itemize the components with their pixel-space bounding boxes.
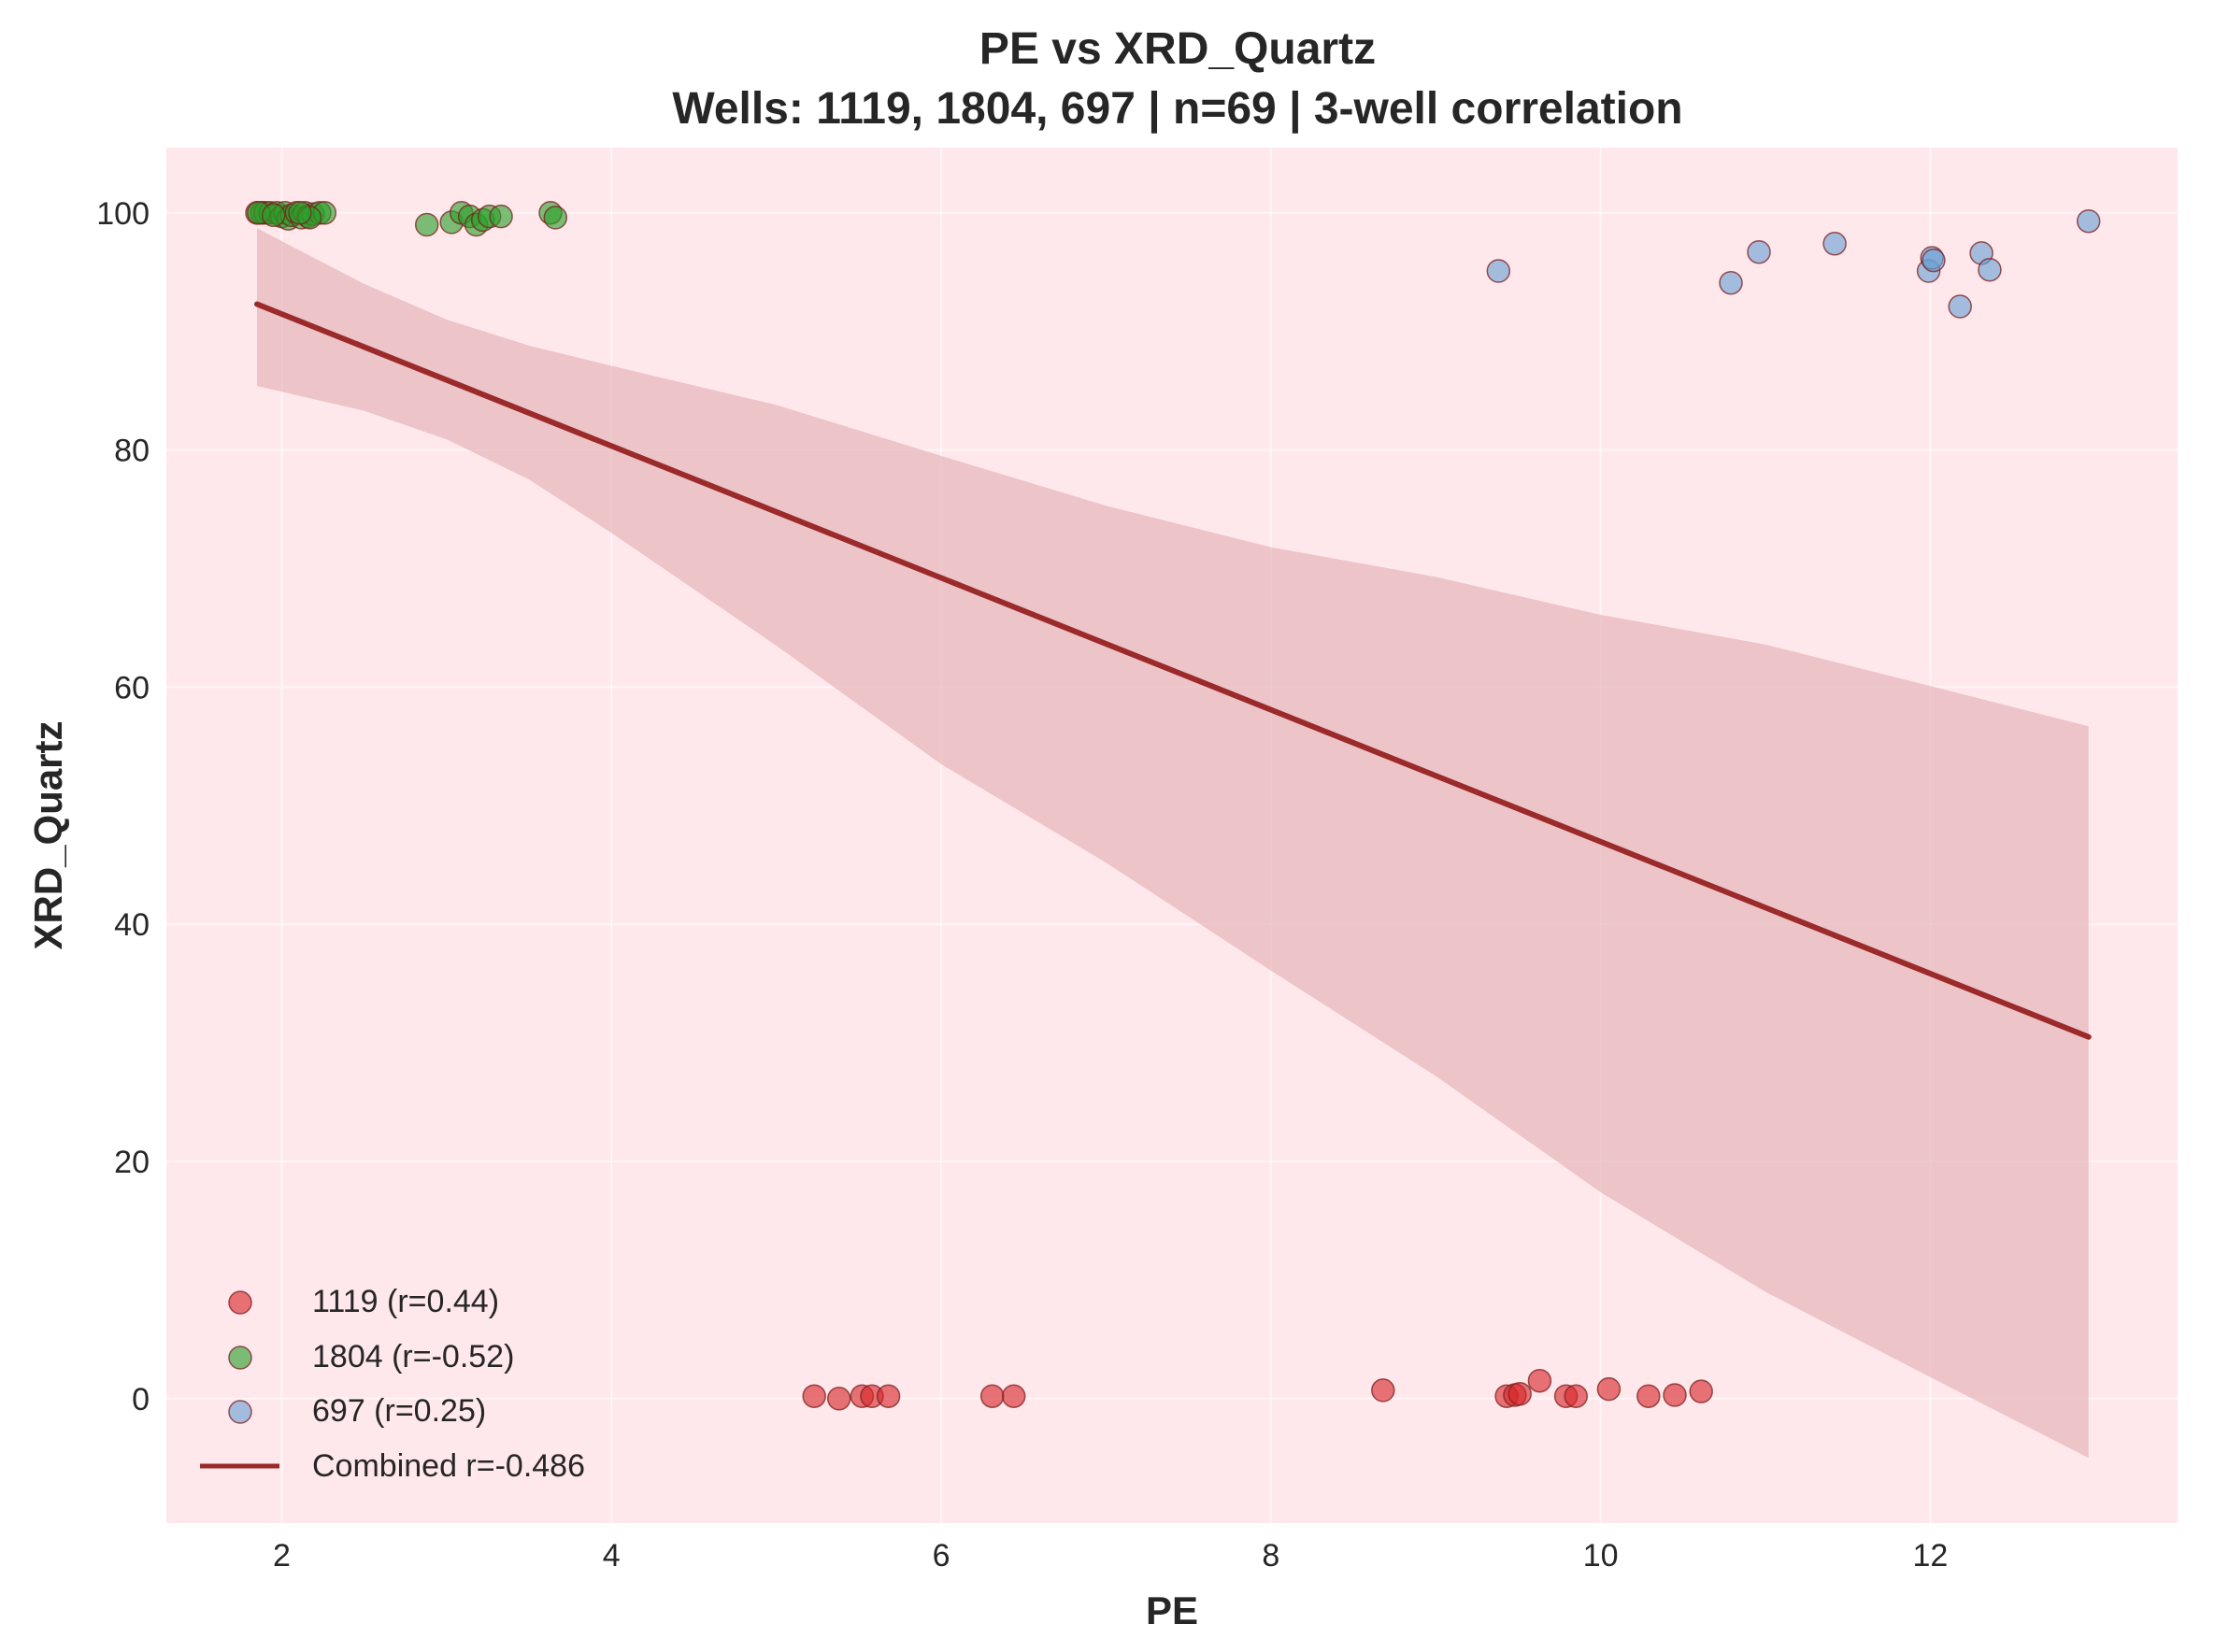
x-tick-label: 4 <box>603 1538 621 1574</box>
data-point-1804 <box>288 201 312 225</box>
y-tick-label: 100 <box>96 196 150 232</box>
data-point-697 <box>1948 294 1972 319</box>
data-point-1119 <box>1636 1384 1661 1408</box>
legend-label-fit: Combined r=-0.486 <box>312 1448 585 1484</box>
data-point-1119 <box>1371 1378 1395 1403</box>
data-point-1804 <box>543 206 568 230</box>
data-point-1119 <box>802 1384 826 1408</box>
x-axis-label: PE <box>1146 1588 1198 1632</box>
confidence-band-layer <box>257 228 2089 1459</box>
chart-subtitle: Wells: 1119, 1804, 697 | n=69 | 3-well c… <box>672 84 1682 134</box>
data-point-1119 <box>876 1384 901 1408</box>
data-point-1804 <box>261 203 286 228</box>
data-point-1119 <box>1564 1384 1588 1408</box>
legend-label-697: 697 (r=0.25) <box>312 1393 486 1429</box>
data-point-697 <box>1486 259 1511 283</box>
data-point-697 <box>1922 248 1946 273</box>
data-point-1119 <box>1689 1379 1713 1403</box>
legend-label-1119: 1119 (r=0.44) <box>312 1284 499 1319</box>
axis-ticks: 2 4 6 8 10 12 0 20 40 60 80 100 <box>96 196 1948 1574</box>
legend-label-1804: 1804 (r=-0.52) <box>312 1339 514 1374</box>
legend: 1119 (r=0.44) 1804 (r=-0.52) 697 (r=0.25… <box>200 1284 585 1484</box>
data-point-697 <box>2076 208 2101 234</box>
legend-item-combined-fit: Combined r=-0.486 <box>200 1448 585 1484</box>
legend-item-1804: 1804 (r=-0.52) <box>228 1339 514 1374</box>
y-tick-label: 0 <box>132 1382 150 1417</box>
regression-line-layer <box>254 301 2092 1040</box>
x-tick-label: 8 <box>1262 1538 1279 1574</box>
y-axis-label: XRD_Quartz <box>26 720 70 949</box>
y-tick-label: 20 <box>114 1145 150 1180</box>
data-point-1119 <box>1001 1384 1026 1408</box>
data-point-1119 <box>1596 1376 1622 1402</box>
data-point-697 <box>1822 232 1847 256</box>
legend-item-697: 697 (r=0.25) <box>228 1393 486 1429</box>
y-tick-label: 80 <box>114 434 150 469</box>
data-point-1804 <box>489 204 513 229</box>
data-point-697 <box>1719 270 1743 295</box>
legend-marker-1804 <box>228 1346 252 1370</box>
data-point-1119 <box>826 1387 851 1411</box>
data-point-1119 <box>1508 1381 1532 1406</box>
data-point-1119 <box>1527 1368 1552 1393</box>
chart-title: PE vs XRD_Quartz <box>979 24 1376 74</box>
x-tick-label: 2 <box>273 1538 291 1574</box>
y-tick-label: 60 <box>114 670 150 705</box>
y-tick-label: 40 <box>114 907 150 943</box>
x-tick-label: 12 <box>1912 1538 1948 1574</box>
legend-marker-1119 <box>228 1290 252 1315</box>
x-tick-label: 6 <box>933 1538 950 1574</box>
legend-item-1119: 1119 (r=0.44) <box>228 1284 499 1319</box>
confidence-band <box>257 228 2089 1459</box>
data-point-1119 <box>979 1384 1005 1408</box>
data-point-1119 <box>1663 1383 1687 1407</box>
regression-line <box>254 301 2092 1040</box>
scatter-points-layer <box>245 201 2101 1411</box>
data-point-1804 <box>414 212 439 237</box>
legend-marker-697 <box>228 1400 252 1424</box>
data-point-697 <box>1978 257 2002 282</box>
data-point-697 <box>1747 239 1771 264</box>
x-tick-label: 10 <box>1583 1538 1619 1574</box>
